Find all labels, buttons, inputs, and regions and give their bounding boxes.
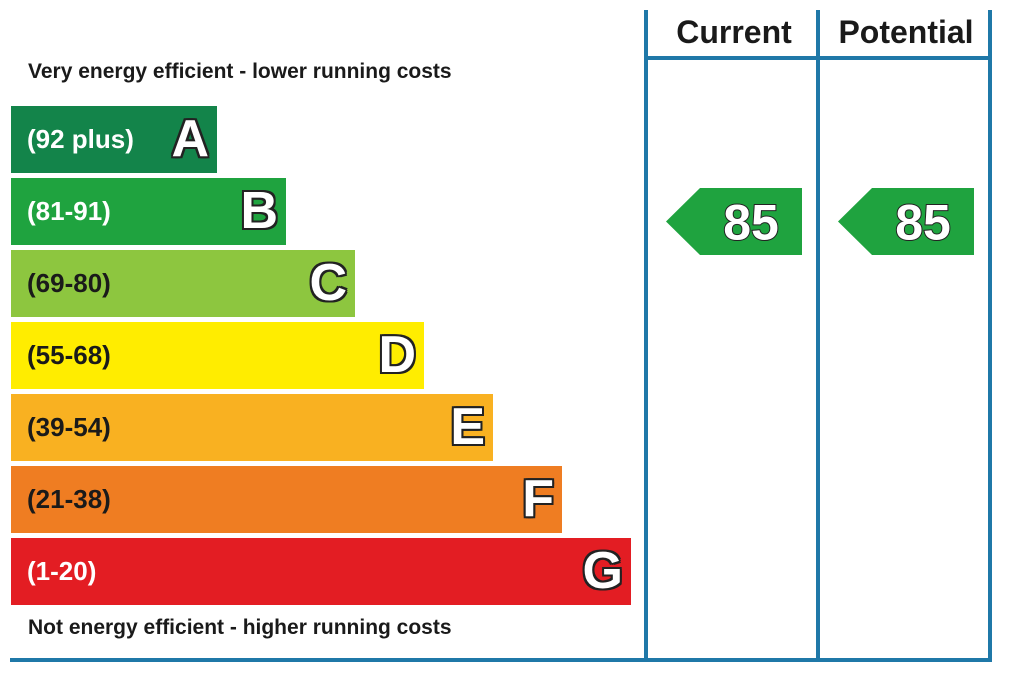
band-c: (69-80) C <box>11 250 355 317</box>
column-divider-left <box>644 10 648 662</box>
band-letter: D <box>378 326 416 384</box>
header-underline <box>644 56 992 60</box>
potential-rating-arrow: 85 <box>838 188 974 255</box>
band-letter: E <box>450 398 485 456</box>
band-range-label: (55-68) <box>27 340 111 370</box>
potential-column-header: Potential <box>838 14 974 50</box>
current-rating-arrow: 85 <box>666 188 802 255</box>
band-a: (92 plus) A <box>11 106 217 173</box>
arrow-shape <box>666 188 802 255</box>
band-d: (55-68) D <box>11 322 424 389</box>
rating-value: 85 <box>895 195 951 251</box>
band-g: (1-20) G <box>11 538 631 605</box>
band-range-label: (92 plus) <box>27 124 134 154</box>
band-f: (21-38) F <box>11 466 562 533</box>
band-letter: F <box>522 470 554 528</box>
arrow-shape <box>838 188 974 255</box>
band-letter: B <box>240 182 278 240</box>
band-letter: A <box>171 110 209 168</box>
current-column-header: Current <box>676 14 792 50</box>
band-letter: C <box>309 254 347 312</box>
band-letter: G <box>582 542 623 600</box>
top-caption: Very energy efficient - lower running co… <box>28 60 452 83</box>
column-divider-right <box>988 10 992 662</box>
rating-value: 85 <box>723 195 779 251</box>
band-range-label: (21-38) <box>27 484 111 514</box>
band-e: (39-54) E <box>11 394 493 461</box>
band-range-label: (81-91) <box>27 196 111 226</box>
column-divider-middle <box>816 10 820 662</box>
bottom-border <box>10 658 992 662</box>
band-range-label: (1-20) <box>27 556 97 586</box>
band-range-label: (39-54) <box>27 412 111 442</box>
band-b: (81-91) B <box>11 178 286 245</box>
bottom-caption: Not energy efficient - higher running co… <box>28 616 452 639</box>
band-range-label: (69-80) <box>27 268 111 298</box>
